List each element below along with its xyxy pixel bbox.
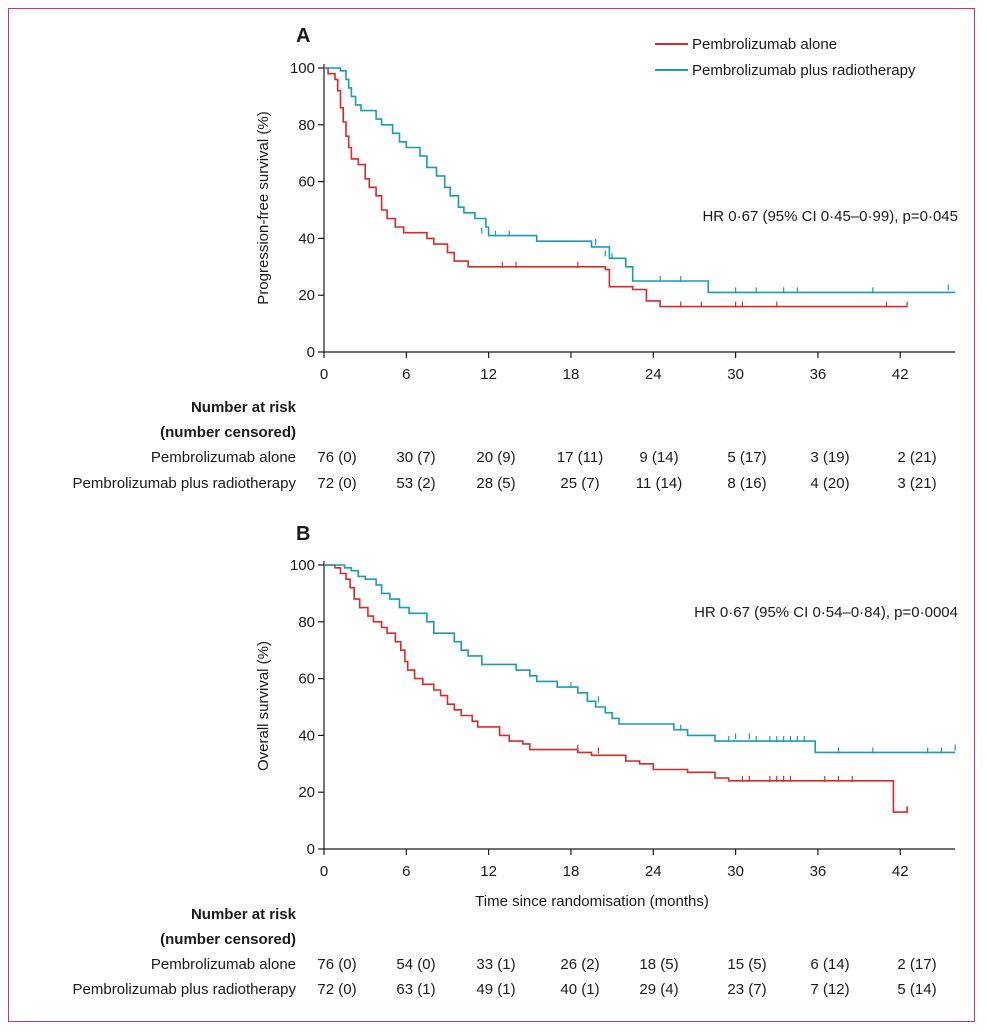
panel-b-letter: B	[296, 523, 310, 545]
panel-b-ylabel: Overall survival (%)	[255, 641, 272, 771]
risk-b-values: 76 (0) 54 (0) 33 (1) 26 (2) 18 (5) 15 (5) 6 (1…	[317, 956, 936, 998]
risk-value-radio: 4 (20)	[810, 475, 849, 492]
risk-value-alone: 54 (0)	[396, 956, 435, 973]
panel-b-hr-annotation: HR 0·67 (95% CI 0·54–0·84), p=0·0004	[694, 604, 958, 621]
legend: Pembrolizumab alone Pembrolizumab plus r…	[655, 36, 916, 79]
risk-b-heading-1: Number at risk	[191, 906, 297, 923]
risk-a-heading-2: (number censored)	[160, 424, 296, 441]
series-line-alone	[324, 67, 908, 308]
x-tick-label: 42	[892, 366, 909, 383]
risk-value-radio: 25 (7)	[560, 475, 599, 492]
panel-a-letter: A	[296, 25, 310, 47]
x-tick-label: 12	[480, 863, 497, 880]
y-tick-label: 20	[298, 287, 315, 304]
y-tick-label: 60	[298, 671, 315, 688]
risk-value-alone: 2 (17)	[897, 956, 936, 973]
y-tick-label: 0	[307, 841, 315, 858]
x-tick-label: 6	[402, 863, 410, 880]
risk-value-alone: 33 (1)	[476, 956, 515, 973]
x-tick-label: 6	[402, 366, 410, 383]
panel-b-xlabel: Time since randomisation (months)	[475, 893, 709, 910]
x-tick-label: 24	[645, 366, 662, 383]
risk-value-alone: 3 (19)	[810, 449, 849, 466]
risk-value-radio: 63 (1)	[396, 981, 435, 998]
risk-value-radio: 5 (14)	[897, 981, 936, 998]
panel-a-hr-annotation: HR 0·67 (95% CI 0·45–0·99), p=0·045	[702, 208, 958, 225]
risk-a-radio-label: Pembrolizumab plus radiotherapy	[73, 475, 297, 492]
y-tick-label: 40	[298, 230, 315, 247]
risk-value-alone: 17 (11)	[557, 449, 603, 466]
x-tick-label: 30	[727, 366, 744, 383]
series-line-radio	[324, 564, 956, 754]
y-tick-label: 100	[290, 557, 315, 574]
risk-value-alone: 15 (5)	[727, 956, 766, 973]
risk-value-radio: 53 (2)	[396, 475, 435, 492]
x-tick-label: 0	[320, 366, 328, 383]
risk-value-alone: 76 (0)	[317, 956, 356, 973]
risk-b-heading-2: (number censored)	[160, 931, 296, 948]
risk-a-alone-label: Pembrolizumab alone	[151, 449, 296, 466]
risk-value-radio: 29 (4)	[639, 981, 678, 998]
risk-value-radio: 23 (7)	[727, 981, 766, 998]
y-tick-label: 40	[298, 727, 315, 744]
risk-a-heading-1: Number at risk	[191, 399, 297, 416]
risk-b-alone-label: Pembrolizumab alone	[151, 956, 296, 973]
risk-value-alone: 9 (14)	[639, 449, 678, 466]
figure-frame	[8, 8, 975, 1022]
risk-value-radio: 72 (0)	[317, 981, 356, 998]
risk-value-radio: 8 (16)	[727, 475, 766, 492]
x-tick-label: 18	[563, 366, 580, 383]
risk-value-alone: 2 (21)	[897, 449, 936, 466]
y-tick-label: 100	[290, 60, 315, 77]
y-tick-label: 80	[298, 117, 315, 134]
risk-value-alone: 6 (14)	[810, 956, 849, 973]
x-tick-label: 30	[727, 863, 744, 880]
x-tick-label: 0	[320, 863, 328, 880]
y-tick-label: 80	[298, 614, 315, 631]
panel-b-plot: 0 20 40 60 80 100 0 6 12 18 24 30 36 42	[290, 557, 956, 880]
x-tick-label: 12	[480, 366, 497, 383]
risk-value-alone: 20 (9)	[476, 449, 515, 466]
risk-value-radio: 28 (5)	[476, 475, 515, 492]
legend-alone-label: Pembrolizumab alone	[692, 36, 837, 53]
y-tick-label: 20	[298, 784, 315, 801]
series-line-alone	[324, 564, 908, 813]
risk-value-radio: 40 (1)	[560, 981, 599, 998]
risk-value-alone: 5 (17)	[727, 449, 766, 466]
risk-b-radio-label: Pembrolizumab plus radiotherapy	[73, 981, 297, 998]
x-tick-label: 36	[810, 863, 827, 880]
risk-value-alone: 30 (7)	[396, 449, 435, 466]
risk-value-alone: 26 (2)	[560, 956, 599, 973]
x-tick-label: 24	[645, 863, 662, 880]
y-tick-label: 60	[298, 174, 315, 191]
risk-value-radio: 3 (21)	[897, 475, 936, 492]
risk-value-alone: 18 (5)	[639, 956, 678, 973]
x-tick-label: 36	[810, 366, 827, 383]
risk-value-alone: 76 (0)	[317, 449, 356, 466]
risk-value-radio: 7 (12)	[810, 981, 849, 998]
series-line-radio	[324, 67, 956, 294]
y-tick-label: 0	[307, 344, 315, 361]
risk-value-radio: 49 (1)	[476, 981, 515, 998]
x-tick-label: 18	[563, 863, 580, 880]
legend-radio-label: Pembrolizumab plus radiotherapy	[692, 62, 916, 79]
risk-value-radio: 11 (14)	[636, 475, 682, 492]
panel-a-plot: 0 20 40 60 80 100 0 6 12 18 24 30 36 42	[290, 60, 956, 383]
panel-a-ylabel: Progression-free survival (%)	[255, 111, 272, 304]
risk-value-radio: 72 (0)	[317, 475, 356, 492]
x-tick-label: 42	[892, 863, 909, 880]
risk-a-values: 76 (0) 30 (7) 20 (9) 17 (11) 9 (14) 5 (17) 3 (…	[317, 449, 936, 492]
